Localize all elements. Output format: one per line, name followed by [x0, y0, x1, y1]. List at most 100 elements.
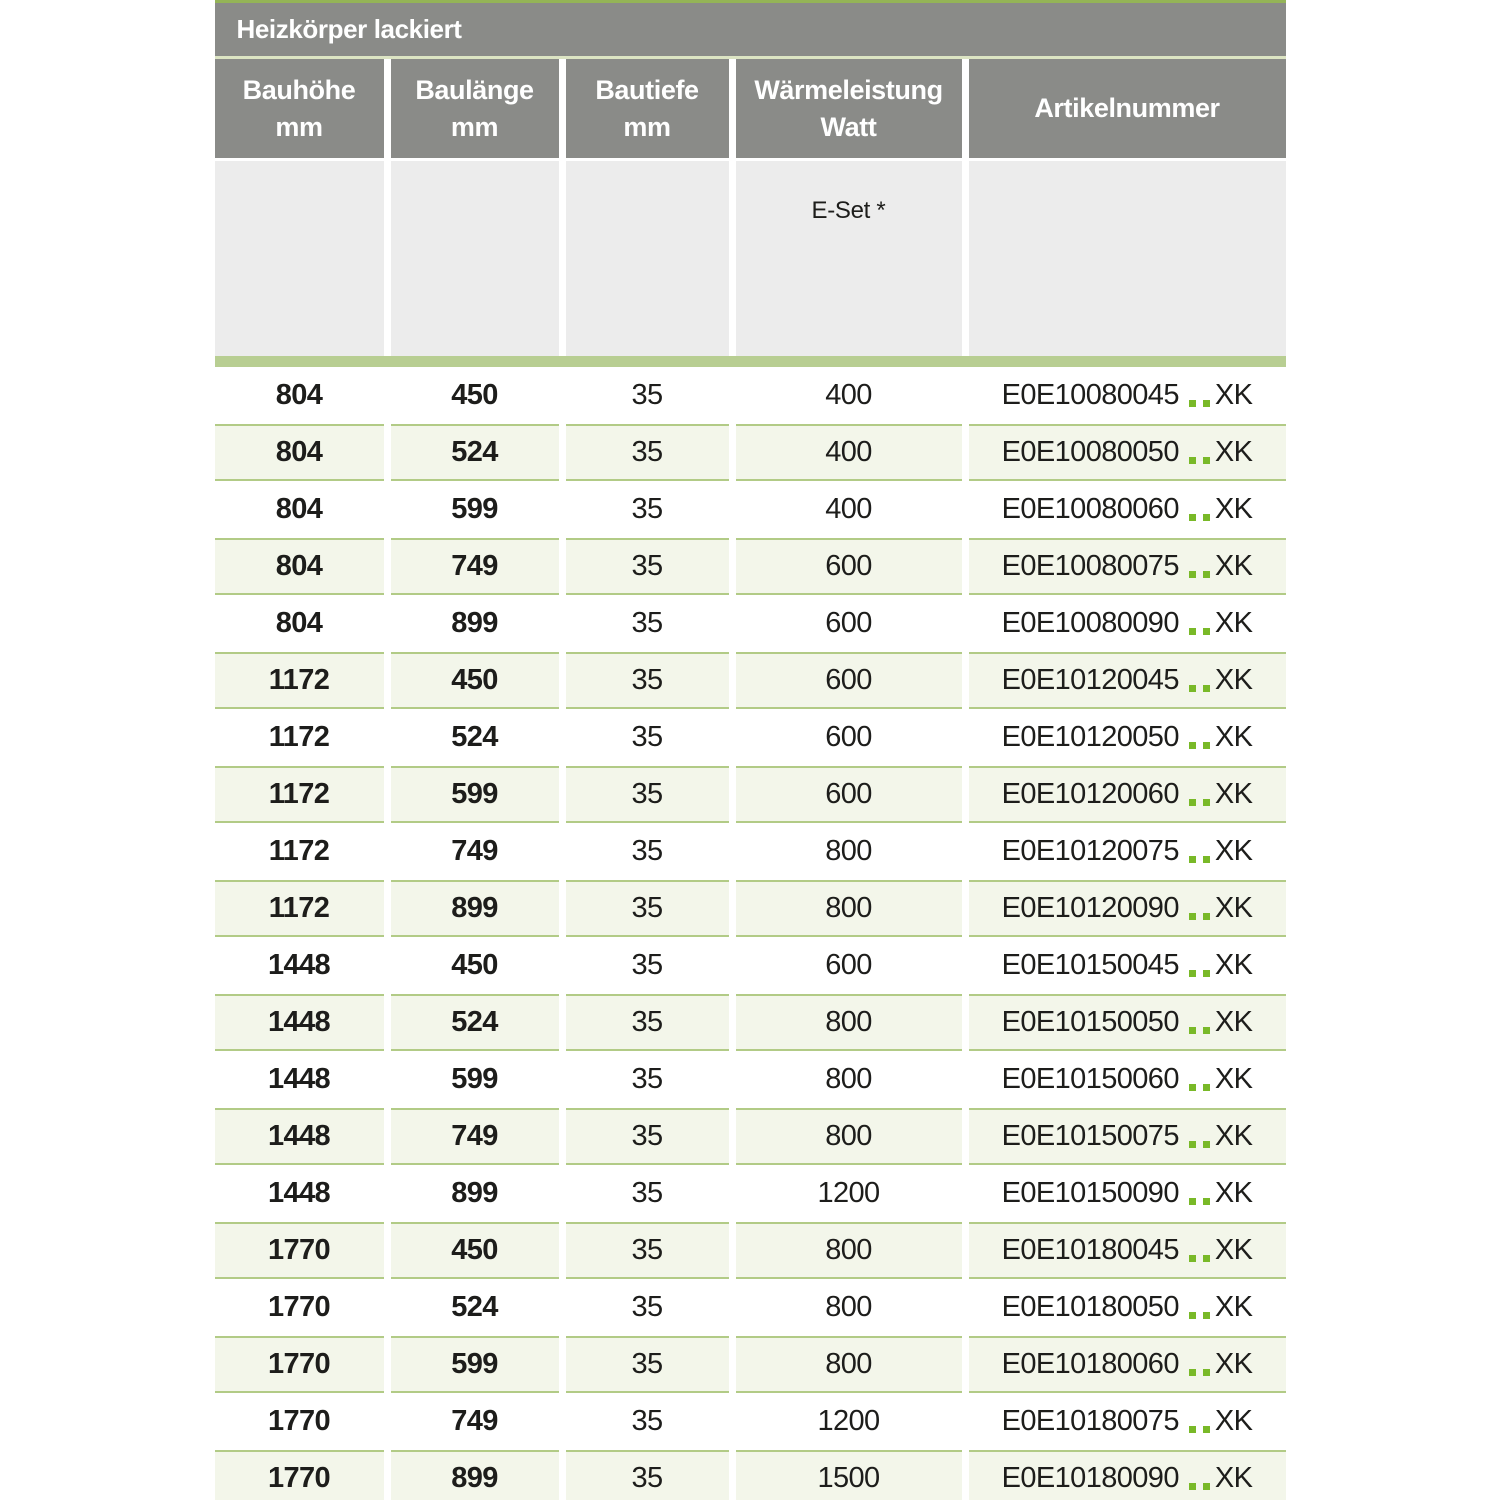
cell-artikelnummer: E0E10080090 XK [968, 595, 1286, 652]
placeholder-dots-icon [1188, 685, 1210, 692]
subheader-cell-artikelnummer [968, 161, 1286, 356]
cell-artikelnummer: E0E10080075 XK [968, 538, 1286, 595]
cell-baulaenge: 524 [390, 1279, 559, 1336]
artikelnummer-suffix: XK [1214, 949, 1253, 981]
artikelnummer-prefix: E0E10080045 [1001, 379, 1180, 411]
cell-artikelnummer: E0E10120050 XK [968, 709, 1286, 766]
artikelnummer-prefix: E0E10120050 [1001, 721, 1180, 753]
cell-bautiefe: 35 [565, 709, 729, 766]
cell-waermeleistung: 1200 [735, 1165, 962, 1222]
cell-baulaenge: 450 [390, 652, 559, 709]
cell-bauhoehe: 804 [214, 595, 384, 652]
table-title: Heizkörper lackiert [236, 14, 462, 44]
cell-bauhoehe: 1448 [214, 1051, 384, 1108]
cell-bauhoehe: 804 [214, 481, 384, 538]
artikelnummer-suffix: XK [1214, 835, 1253, 867]
artikelnummer-prefix: E0E10150090 [1001, 1177, 1180, 1209]
cell-artikelnummer: E0E10150060 XK [968, 1051, 1286, 1108]
cell-waermeleistung: 800 [735, 994, 962, 1051]
cell-bautiefe: 35 [565, 937, 729, 994]
cell-bauhoehe: 1770 [214, 1336, 384, 1393]
cell-baulaenge: 450 [390, 937, 559, 994]
table-top-accent-line [214, 0, 1286, 3]
artikelnummer-prefix: E0E10150045 [1001, 949, 1180, 981]
cell-artikelnummer: E0E10080060 XK [968, 481, 1286, 538]
cell-waermeleistung: 400 [735, 481, 962, 538]
column-header-bauhoehe: Bauhöhe mm [214, 59, 384, 158]
cell-artikelnummer: E0E10150050 XK [968, 994, 1286, 1051]
product-table: Heizkörper lackiert Bauhöhe mm Baulänge … [214, 0, 1286, 1500]
cell-bautiefe: 35 [565, 880, 729, 937]
placeholder-dots-icon [1188, 1255, 1210, 1262]
cell-bauhoehe: 1448 [214, 1165, 384, 1222]
table-title-bar: Heizkörper lackiert [214, 3, 1286, 56]
table-row: 1448 524 35 800 E0E10150050 XK [214, 994, 1286, 1051]
artikelnummer-prefix: E0E10120045 [1001, 664, 1180, 696]
cell-baulaenge: 524 [390, 424, 559, 481]
green-divider-band [214, 356, 1286, 367]
table-row: 1448 749 35 800 E0E10150075 XK [214, 1108, 1286, 1165]
artikelnummer-suffix: XK [1214, 1063, 1253, 1095]
cell-baulaenge: 450 [390, 367, 559, 424]
cell-bauhoehe: 1172 [214, 652, 384, 709]
table-row: 804 899 35 600 E0E10080090 XK [214, 595, 1286, 652]
header-subheader-gap [214, 158, 1286, 161]
cell-waermeleistung: 600 [735, 595, 962, 652]
artikelnummer-suffix: XK [1214, 1405, 1253, 1437]
placeholder-dots-icon [1188, 1027, 1210, 1034]
column-header-label: Bautiefe [595, 74, 699, 105]
placeholder-dots-icon [1188, 1084, 1210, 1091]
column-header-label: Wärmeleistung [754, 74, 943, 105]
cell-bautiefe: 35 [565, 1222, 729, 1279]
table-row: 804 450 35 400 E0E10080045 XK [214, 367, 1286, 424]
cell-waermeleistung: 800 [735, 1108, 962, 1165]
cell-bauhoehe: 1770 [214, 1279, 384, 1336]
artikelnummer-prefix: E0E10180090 [1001, 1462, 1180, 1494]
cell-bautiefe: 35 [565, 1108, 729, 1165]
table-row: 1770 450 35 800 E0E10180045 XK [214, 1222, 1286, 1279]
column-header-baulaenge: Baulänge mm [390, 59, 559, 158]
cell-artikelnummer: E0E10150045 XK [968, 937, 1286, 994]
placeholder-dots-icon [1188, 628, 1210, 635]
artikelnummer-suffix: XK [1214, 1177, 1253, 1209]
cell-bautiefe: 35 [565, 1279, 729, 1336]
placeholder-dots-icon [1188, 970, 1210, 977]
artikelnummer-suffix: XK [1214, 1006, 1253, 1038]
table-row: 1172 749 35 800 E0E10120075 XK [214, 823, 1286, 880]
cell-bautiefe: 35 [565, 652, 729, 709]
artikelnummer-prefix: E0E10120060 [1001, 778, 1180, 810]
cell-artikelnummer: E0E10120075 XK [968, 823, 1286, 880]
cell-waermeleistung: 600 [735, 937, 962, 994]
cell-baulaenge: 599 [390, 481, 559, 538]
artikelnummer-prefix: E0E10150075 [1001, 1120, 1180, 1152]
cell-bauhoehe: 1172 [214, 823, 384, 880]
artikelnummer-suffix: XK [1214, 1462, 1253, 1494]
cell-bautiefe: 35 [565, 1051, 729, 1108]
cell-waermeleistung: 800 [735, 1279, 962, 1336]
cell-baulaenge: 899 [390, 595, 559, 652]
table-row: 1172 524 35 600 E0E10120050 XK [214, 709, 1286, 766]
table-row: 1770 749 35 1200 E0E10180075 XK [214, 1393, 1286, 1450]
cell-artikelnummer: E0E10150075 XK [968, 1108, 1286, 1165]
artikelnummer-prefix: E0E10080090 [1001, 607, 1180, 639]
table-row: 1448 899 35 1200 E0E10150090 XK [214, 1165, 1286, 1222]
artikelnummer-prefix: E0E10150050 [1001, 1006, 1180, 1038]
placeholder-dots-icon [1188, 400, 1210, 407]
cell-baulaenge: 899 [390, 880, 559, 937]
cell-bautiefe: 35 [565, 424, 729, 481]
placeholder-dots-icon [1188, 1483, 1210, 1490]
cell-bauhoehe: 804 [214, 538, 384, 595]
cell-bauhoehe: 1448 [214, 937, 384, 994]
cell-artikelnummer: E0E10120045 XK [968, 652, 1286, 709]
artikelnummer-suffix: XK [1214, 1348, 1253, 1380]
column-header-unit: mm [623, 111, 671, 142]
cell-waermeleistung: 800 [735, 880, 962, 937]
cell-bautiefe: 35 [565, 538, 729, 595]
cell-bautiefe: 35 [565, 595, 729, 652]
artikelnummer-suffix: XK [1214, 1291, 1253, 1323]
cell-bauhoehe: 1172 [214, 880, 384, 937]
cell-bautiefe: 35 [565, 823, 729, 880]
artikelnummer-suffix: XK [1214, 721, 1253, 753]
cell-bautiefe: 35 [565, 994, 729, 1051]
cell-bautiefe: 35 [565, 1393, 729, 1450]
